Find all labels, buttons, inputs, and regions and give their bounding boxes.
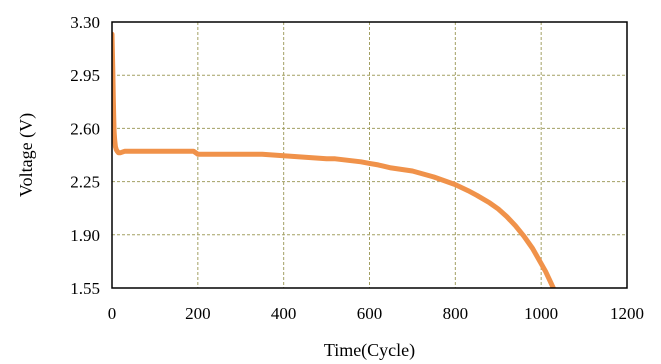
series-layer [112,31,557,288]
x-tick-label: 400 [271,304,297,323]
x-tick-label: 600 [357,304,383,323]
x-tick-label: 800 [443,304,469,323]
x-tick-label: 0 [108,304,117,323]
y-tick-label: 2.95 [70,66,100,85]
grid-lines [112,22,627,288]
y-tick-label: 1.90 [70,226,100,245]
x-tick-label: 1200 [610,304,644,323]
y-axis-title: Voltage (V) [16,113,37,197]
voltage-series-line [112,31,557,288]
y-tick-label: 1.55 [70,279,100,298]
y-tick-label: 2.25 [70,173,100,192]
tick-labels: 0 200 400 600 800 1000 1200 1.55 1.90 2.25 2.60 2.9… [70,13,644,323]
y-tick-label: 3.30 [70,13,100,32]
x-axis-title: Time(Cycle) [324,340,415,361]
x-tick-label: 1000 [524,304,558,323]
y-tick-label: 2.60 [70,119,100,138]
plot-frame [111,21,628,289]
x-tick-label: 200 [185,304,211,323]
